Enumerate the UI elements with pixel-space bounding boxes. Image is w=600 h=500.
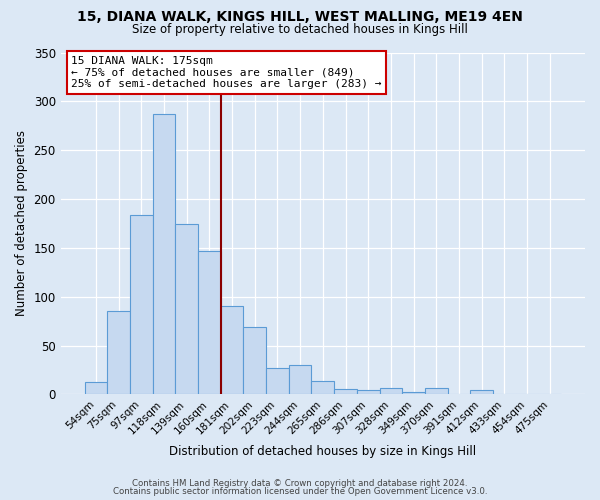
Text: 15, DIANA WALK, KINGS HILL, WEST MALLING, ME19 4EN: 15, DIANA WALK, KINGS HILL, WEST MALLING…: [77, 10, 523, 24]
Bar: [130, 214, 152, 394]
Bar: [198, 251, 221, 394]
Bar: [107, 312, 130, 394]
Bar: [175, 224, 198, 394]
Bar: [357, 390, 380, 394]
Bar: [85, 382, 107, 394]
Text: Contains public sector information licensed under the Open Government Licence v3: Contains public sector information licen…: [113, 487, 487, 496]
Bar: [289, 365, 311, 394]
Y-axis label: Number of detached properties: Number of detached properties: [15, 130, 28, 316]
Bar: [311, 381, 334, 394]
Text: Contains HM Land Registry data © Crown copyright and database right 2024.: Contains HM Land Registry data © Crown c…: [132, 478, 468, 488]
Bar: [152, 114, 175, 394]
Bar: [221, 306, 244, 394]
Bar: [244, 327, 266, 394]
Bar: [402, 392, 425, 394]
Text: Size of property relative to detached houses in Kings Hill: Size of property relative to detached ho…: [132, 22, 468, 36]
Bar: [470, 390, 493, 394]
Text: 15 DIANA WALK: 175sqm
← 75% of detached houses are smaller (849)
25% of semi-det: 15 DIANA WALK: 175sqm ← 75% of detached …: [71, 56, 382, 89]
Bar: [380, 388, 402, 394]
Bar: [334, 388, 357, 394]
Bar: [425, 388, 448, 394]
Bar: [266, 368, 289, 394]
X-axis label: Distribution of detached houses by size in Kings Hill: Distribution of detached houses by size …: [169, 444, 476, 458]
